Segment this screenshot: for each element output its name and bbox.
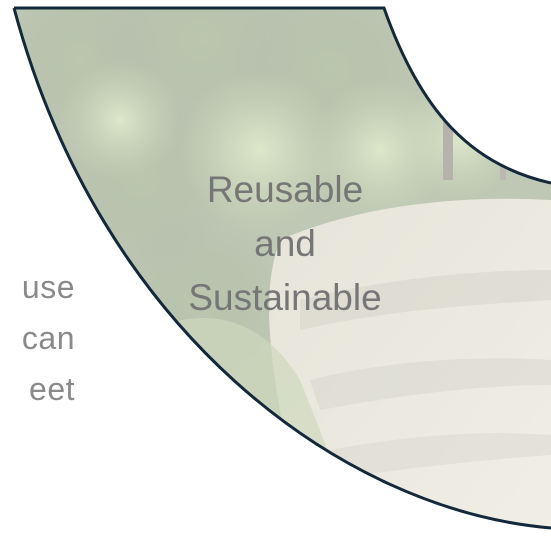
partial-text-line-3: eet [29, 371, 75, 407]
partial-text-line-1: use [21, 269, 75, 305]
arc-border-bottom [12, 7, 551, 530]
partial-text-block: use can eet [0, 262, 75, 415]
card-title: Reusable and Sustainable [160, 163, 410, 325]
card-title-line-2: and [254, 223, 316, 264]
card-title-line-1: Reusable [206, 169, 364, 210]
partial-text-line-2: can [21, 320, 75, 356]
arc-border-top [14, 6, 551, 185]
card-title-line-3: Sustainable [188, 277, 382, 318]
